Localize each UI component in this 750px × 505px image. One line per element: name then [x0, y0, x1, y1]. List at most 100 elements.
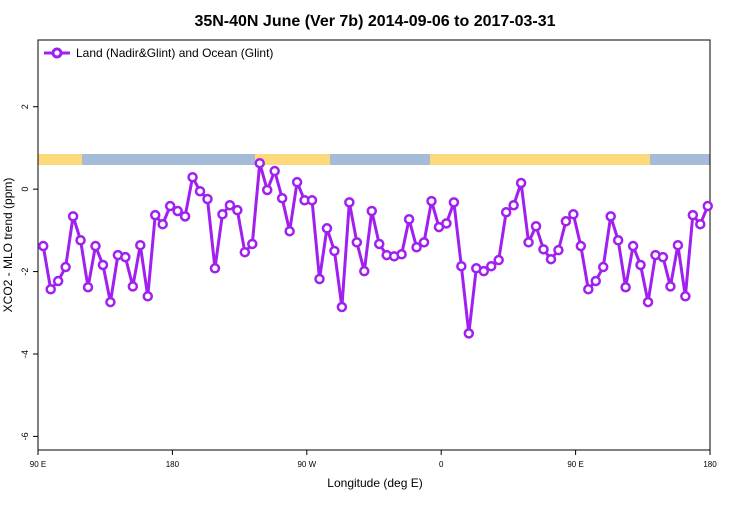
- x-tick-label: 180: [166, 460, 180, 469]
- point: [605, 211, 616, 222]
- y-tick-label: -4: [20, 350, 30, 358]
- point: [597, 261, 609, 273]
- point: [269, 165, 280, 177]
- point: [590, 275, 602, 287]
- point: [97, 259, 109, 271]
- y-tick-label: 0: [20, 187, 30, 192]
- point: [276, 192, 288, 204]
- x-axis-title: Longitude (deg E): [327, 476, 422, 490]
- y-axis-title: XCO2 - MLO trend (ppm): [1, 178, 15, 313]
- point: [575, 240, 587, 252]
- point: [702, 200, 714, 212]
- point: [687, 209, 699, 221]
- point: [530, 221, 542, 232]
- point: [261, 184, 273, 196]
- x-tick-label: 90 E: [567, 460, 583, 469]
- x-tick-label: 90 W: [297, 460, 316, 469]
- point: [254, 157, 266, 169]
- point: [373, 238, 385, 250]
- point: [403, 213, 415, 225]
- point: [90, 240, 101, 252]
- point: [232, 204, 243, 216]
- legend-marker: [51, 47, 63, 59]
- point: [635, 259, 646, 271]
- point: [336, 301, 348, 313]
- point: [485, 260, 497, 272]
- point: [665, 281, 676, 292]
- x-tick-label: 90 E: [30, 460, 46, 469]
- point: [396, 249, 407, 260]
- point: [194, 185, 206, 197]
- point: [149, 209, 161, 221]
- plot-frame: [37, 39, 711, 451]
- point: [344, 197, 355, 208]
- y-tick-label: -2: [20, 268, 30, 276]
- point: [209, 263, 221, 274]
- point: [545, 253, 557, 265]
- point: [224, 199, 236, 211]
- point: [179, 211, 191, 222]
- point: [448, 197, 460, 208]
- point: [695, 218, 706, 230]
- point: [366, 205, 378, 217]
- point: [351, 237, 363, 248]
- point: [627, 240, 639, 252]
- point: [135, 239, 146, 251]
- point: [523, 237, 534, 248]
- point: [291, 176, 303, 188]
- point: [426, 195, 437, 207]
- point: [202, 193, 213, 205]
- point: [463, 328, 475, 339]
- y-tick-label: 2: [20, 104, 30, 109]
- point: [418, 237, 430, 248]
- point: [164, 200, 176, 212]
- point: [247, 238, 258, 250]
- point: [620, 281, 631, 293]
- point: [142, 291, 154, 302]
- point: [157, 218, 168, 230]
- point: [172, 205, 183, 217]
- point: [456, 260, 467, 272]
- point: [642, 296, 654, 308]
- point: [538, 244, 549, 255]
- x-tick-label: 0: [439, 460, 444, 469]
- point: [553, 244, 564, 256]
- point: [75, 235, 86, 246]
- point: [52, 275, 64, 287]
- point: [359, 265, 370, 277]
- point: [329, 245, 340, 257]
- point: [680, 291, 691, 302]
- point: [120, 251, 131, 263]
- point: [657, 251, 669, 263]
- point: [45, 284, 56, 295]
- point: [60, 261, 71, 273]
- point: [560, 216, 572, 227]
- point: [441, 218, 452, 229]
- point: [127, 281, 139, 292]
- point: [321, 223, 333, 234]
- legend: Land (Nadir&Glint) and Ocean (Glint): [44, 46, 273, 60]
- point: [37, 240, 49, 252]
- point: [508, 199, 519, 211]
- point: [478, 265, 490, 277]
- point: [105, 296, 116, 308]
- point: [411, 242, 422, 253]
- point: [493, 254, 504, 266]
- point: [284, 225, 295, 237]
- land-ocean-strip: [38, 154, 710, 165]
- point: [314, 273, 325, 285]
- legend-label: Land (Nadir&Glint) and Ocean (Glint): [76, 46, 273, 60]
- point: [515, 177, 527, 189]
- x-tick-label: 180: [703, 460, 717, 469]
- point: [67, 211, 79, 222]
- point: [500, 206, 512, 218]
- chart-title: 35N-40N June (Ver 7b) 2014-09-06 to 2017…: [194, 13, 555, 30]
- point: [239, 246, 251, 258]
- point: [672, 239, 684, 251]
- point: [568, 209, 579, 220]
- point: [583, 284, 594, 295]
- point: [187, 171, 198, 183]
- point: [306, 195, 318, 206]
- y-tick-label: -6: [20, 432, 30, 440]
